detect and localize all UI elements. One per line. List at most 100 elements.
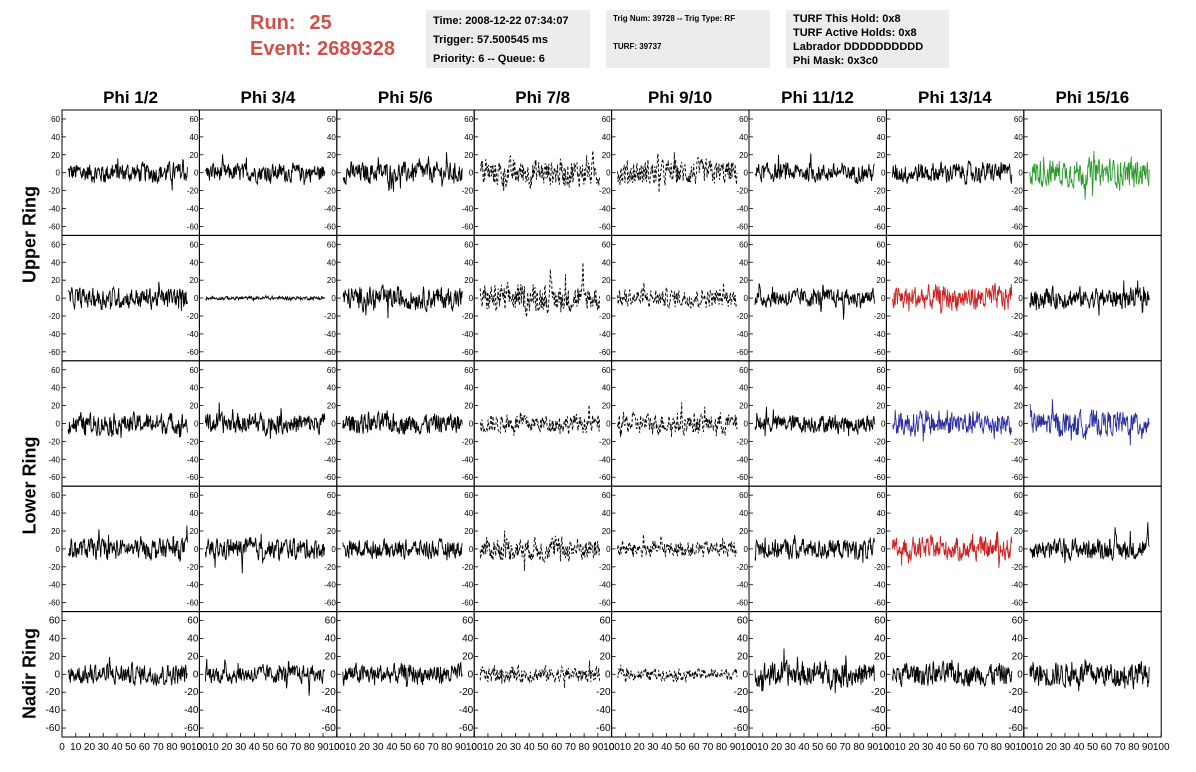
- y-tick-label: 20: [1014, 402, 1023, 411]
- y-tick-label: 0: [331, 294, 336, 303]
- run-line: Run: 25: [250, 10, 420, 36]
- y-tick-label: -40: [736, 205, 748, 214]
- phi-header-6: Phi 11/12: [781, 88, 854, 107]
- y-tick-label: -40: [324, 581, 336, 590]
- y-tick-label: 0: [194, 545, 199, 554]
- x-tick-label: 10: [895, 742, 907, 753]
- y-tick-label: 20: [327, 527, 336, 536]
- y-tick-label: 60: [51, 115, 60, 124]
- y-tick-label: 60: [602, 115, 611, 124]
- y-tick-label: 0: [606, 545, 611, 554]
- y-tick-label: -40: [736, 455, 748, 464]
- x-tick-label: 40: [798, 742, 810, 753]
- waveform-trace: [891, 659, 1013, 687]
- y-tick-label: 0: [744, 294, 749, 303]
- waveform-trace: [342, 537, 463, 561]
- y-tick-label: 20: [739, 276, 748, 285]
- y-tick-label: -20: [874, 437, 886, 446]
- y-tick-label: -20: [1011, 312, 1023, 321]
- y-tick-label: 20: [327, 151, 336, 160]
- y-tick-label: -60: [187, 599, 199, 608]
- waveform-trace: [754, 153, 875, 185]
- waveform-trace: [342, 152, 463, 192]
- x-tick-label: 80: [304, 742, 316, 753]
- y-tick-label: 20: [327, 402, 336, 411]
- x-tick-label: 100: [878, 742, 895, 753]
- y-tick-label: 40: [739, 384, 748, 393]
- y-tick-label: 40: [602, 384, 611, 393]
- y-tick-label: 0: [744, 545, 749, 554]
- y-tick-label: 60: [327, 366, 336, 375]
- x-tick-label: 50: [1087, 742, 1099, 753]
- y-tick-label: 20: [51, 276, 60, 285]
- turf-this-hold-text: TURF This Hold: 0x8: [793, 13, 901, 25]
- waveform-trace: [891, 283, 1013, 314]
- y-tick-label: -20: [874, 187, 886, 196]
- y-tick-label: 60: [464, 240, 473, 249]
- y-tick-label: 20: [189, 276, 198, 285]
- x-tick-label: 30: [647, 742, 659, 753]
- y-tick-label: -40: [48, 205, 60, 214]
- priority-text: Priority: 6 -- Queue: 6: [433, 53, 545, 65]
- y-tick-label: 40: [874, 633, 886, 644]
- y-tick-label: 20: [602, 402, 611, 411]
- y-tick-label: 0: [54, 669, 60, 680]
- y-tick-label: 0: [881, 545, 886, 554]
- waveform-panel: -60 -40 -20 0 20 40 60: [1011, 234, 1162, 362]
- waveform-panel: -60 -40 -20 0 20 40 60: [736, 109, 887, 236]
- x-tick-label: 100: [741, 742, 758, 753]
- y-tick-label: 0: [56, 169, 61, 178]
- y-tick-label: 20: [739, 527, 748, 536]
- x-tick-label: 100: [328, 742, 345, 753]
- y-tick-label: -60: [48, 348, 60, 357]
- y-tick-label: -40: [187, 581, 199, 590]
- y-tick-label: -60: [324, 473, 336, 482]
- waveform-panel: -60 -40 -20 0 20 40 60: [1011, 360, 1162, 487]
- y-tick-label: -40: [462, 455, 474, 464]
- y-tick-label: 60: [874, 616, 886, 627]
- waveform-panel: -60 -40 -20 0 20 40 60: [48, 360, 200, 487]
- y-tick-label: -20: [599, 187, 611, 196]
- y-tick-label: 0: [881, 294, 886, 303]
- y-tick-label: 40: [464, 133, 473, 142]
- y-tick-label: 60: [51, 240, 60, 249]
- x-tick-label: 70: [153, 742, 165, 753]
- y-tick-label: 20: [51, 151, 60, 160]
- x-tick-label: 50: [537, 742, 549, 753]
- y-tick-label: -40: [462, 581, 474, 590]
- x-tick-label: 10: [1032, 742, 1044, 753]
- turf-text: TURF: 39737: [613, 42, 662, 51]
- y-tick-label: 0: [881, 420, 886, 429]
- y-tick-label: -20: [462, 312, 474, 321]
- waveform-trace: [754, 406, 875, 437]
- x-tick-label: 0: [59, 742, 65, 753]
- y-tick-label: 0: [56, 545, 61, 554]
- y-tick-label: -60: [48, 222, 60, 231]
- x-tick-label: 100: [466, 742, 483, 753]
- y-tick-label: -20: [734, 687, 749, 698]
- y-tick-label: -40: [1011, 455, 1023, 464]
- y-tick-label: 20: [327, 276, 336, 285]
- y-tick-label: -20: [48, 437, 60, 446]
- phi-header-7: Phi 13/14: [918, 88, 992, 107]
- waveform-panel: -60 -40 -20 0 20 40 60: [874, 234, 1025, 362]
- y-tick-label: 60: [739, 240, 748, 249]
- x-tick-label: 60: [1101, 742, 1113, 753]
- waveform-trace: [1029, 280, 1150, 316]
- waveform-panel: -60 -40 -20 0 20 40 60: [599, 485, 750, 613]
- waveform-panel: -60 -40 -20 0 20 40 60: [324, 234, 475, 362]
- y-tick-label: 40: [1014, 258, 1023, 267]
- y-tick-label: 40: [325, 633, 337, 644]
- y-tick-label: -20: [462, 437, 474, 446]
- waveform-trace: [1029, 522, 1150, 564]
- y-tick-label: 40: [876, 133, 885, 142]
- waveform-panel: -60 -40 -20 0 20 40 60: [324, 485, 475, 613]
- y-tick-label: -20: [48, 563, 60, 572]
- x-tick-label: 40: [524, 742, 536, 753]
- y-tick-label: 60: [739, 366, 748, 375]
- y-tick-label: 40: [327, 509, 336, 518]
